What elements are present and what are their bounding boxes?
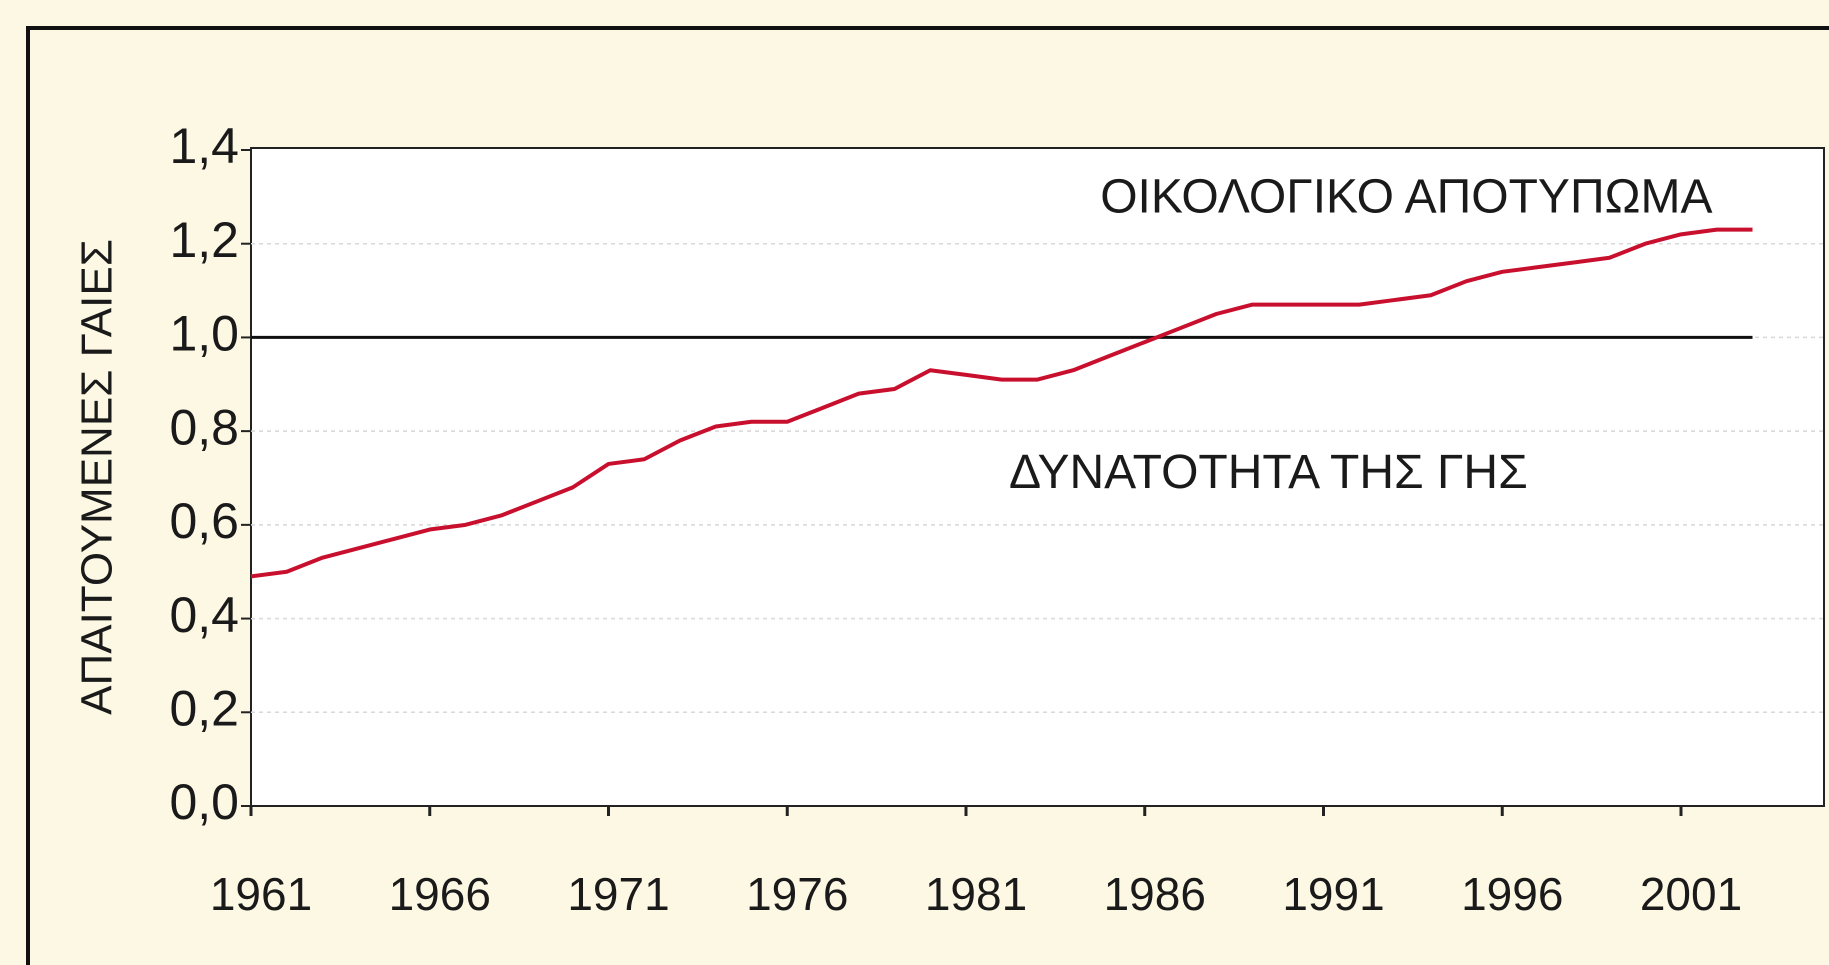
x-tick-label: 1986	[1104, 868, 1206, 920]
y-tick-label: 0,2	[169, 680, 239, 736]
y-tick-label: 0,8	[169, 399, 239, 455]
y-tick-label: 0,6	[169, 493, 239, 549]
y-tick-label: 1,0	[169, 306, 239, 362]
series-line	[250, 227, 1753, 579]
series-label: ΟΙΚΟΛΟΓΙΚΟ ΑΠΟΤΥΠΩΜΑ	[1100, 170, 1712, 223]
x-tick-label: 1961	[210, 868, 312, 920]
x-tick-label: 1981	[925, 868, 1027, 920]
x-tick-label: 1971	[567, 868, 669, 920]
y-tick-label: 0,0	[169, 774, 239, 830]
y-tick-label: 0,4	[169, 587, 239, 643]
x-tick-label: 1966	[389, 868, 491, 920]
x-tick-label: 1996	[1461, 868, 1563, 920]
plot-area	[250, 147, 1825, 807]
y-tick-label: 1,4	[169, 118, 239, 174]
y-axis-label: ΑΠΑΙΤΟΥΜΕΝΕΣ ΓΑΙΕΣ	[73, 239, 122, 715]
reference-label: ΔΥΝΑΤΟΤΗΤΑ ΤΗΣ ΓΗΣ	[1009, 446, 1528, 499]
y-tick-label: 1,2	[169, 212, 239, 268]
x-tick-label: 1976	[746, 868, 848, 920]
x-tick-label: 2001	[1640, 868, 1742, 920]
x-tick-label: 1991	[1282, 868, 1384, 920]
frame	[26, 26, 1829, 965]
